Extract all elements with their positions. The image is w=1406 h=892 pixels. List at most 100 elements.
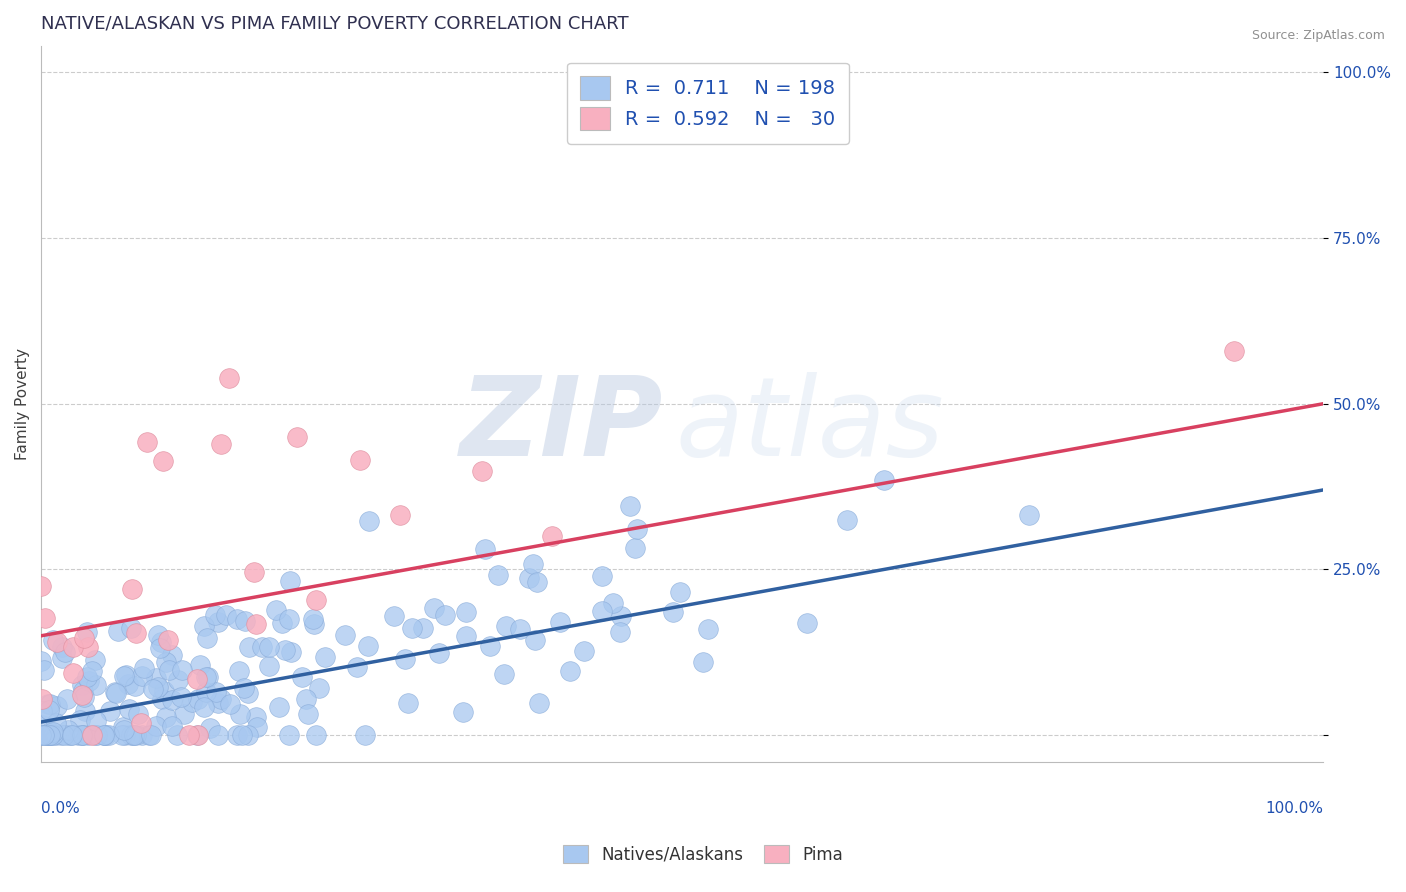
Point (558, 664, 581, 678)
Point (35, 728, 58, 742)
Point (98, 728, 121, 742)
Point (31, 718, 53, 732)
Point (835, 513, 858, 527)
Point (70, 728, 93, 742)
Point (96, 728, 118, 742)
Point (796, 616, 818, 631)
Point (148, 628, 170, 642)
Point (39, 697, 62, 711)
Point (662, 606, 685, 620)
Y-axis label: Family Poverty: Family Poverty (15, 348, 30, 459)
Point (873, 473, 896, 487)
Point (84, 652, 107, 666)
Point (72, 728, 94, 742)
Point (117, 677, 139, 691)
Point (32, 728, 55, 742)
Point (114, 668, 136, 682)
Point (187, 692, 209, 706)
Point (246, 720, 269, 734)
Point (38, 728, 60, 742)
Point (236, 686, 259, 700)
Point (111, 720, 134, 734)
Point (527, 697, 550, 711)
Point (591, 604, 613, 618)
Point (104, 686, 127, 700)
Point (471, 464, 494, 478)
Point (170, 690, 193, 705)
Point (609, 625, 631, 640)
Point (120, 621, 142, 635)
Point (86, 678, 108, 692)
Point (394, 652, 416, 666)
Point (145, 671, 167, 685)
Point (45, 699, 67, 714)
Point (456, 629, 478, 643)
Point (209, 691, 232, 706)
Point (166, 728, 188, 742)
Point (30, 728, 52, 742)
Point (30, 579, 52, 593)
Point (35, 728, 58, 742)
Point (59, 728, 82, 742)
Point (207, 696, 229, 710)
Point (308, 681, 330, 695)
Point (45, 635, 67, 649)
Point (517, 571, 540, 585)
Point (150, 691, 173, 706)
Point (72, 728, 94, 742)
Point (233, 614, 256, 628)
Point (30, 728, 52, 742)
Point (148, 681, 170, 695)
Point (38, 725, 60, 739)
Point (198, 721, 221, 735)
Point (277, 612, 299, 626)
Point (139, 728, 162, 742)
Point (218, 371, 240, 385)
Point (39, 728, 62, 742)
Point (38, 703, 60, 717)
Point (349, 452, 371, 467)
Point (219, 697, 242, 711)
Point (193, 699, 215, 714)
Point (494, 667, 516, 681)
Point (456, 605, 478, 619)
Point (42, 632, 65, 647)
Point (250, 640, 273, 654)
Point (204, 685, 226, 699)
Point (58, 728, 80, 742)
Point (401, 621, 423, 635)
Point (669, 584, 692, 599)
Point (84, 728, 107, 742)
Point (45, 715, 67, 730)
Point (122, 728, 145, 742)
Point (188, 657, 211, 672)
Point (474, 542, 496, 557)
Point (93, 728, 115, 742)
Point (333, 628, 356, 642)
Point (152, 454, 174, 468)
Point (51, 640, 73, 655)
Point (127, 706, 149, 721)
Point (427, 646, 450, 660)
Point (93, 728, 115, 742)
Point (285, 430, 308, 444)
Point (1018, 508, 1040, 522)
Point (160, 648, 183, 662)
Point (30, 654, 52, 668)
Point (305, 728, 328, 742)
Point (231, 728, 253, 742)
Point (396, 696, 419, 710)
Point (274, 643, 297, 657)
Point (245, 616, 267, 631)
Point (257, 640, 280, 654)
Point (69, 713, 91, 727)
Point (42, 725, 65, 739)
Point (157, 663, 180, 677)
Point (304, 592, 326, 607)
Point (142, 682, 165, 697)
Point (301, 612, 323, 626)
Point (267, 699, 290, 714)
Point (357, 514, 380, 528)
Point (118, 702, 141, 716)
Text: ZIP: ZIP (460, 372, 664, 479)
